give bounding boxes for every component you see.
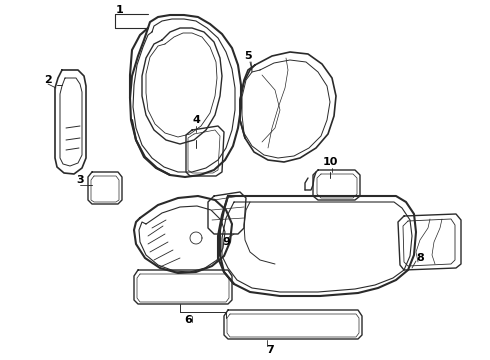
Text: 4: 4 — [192, 115, 200, 125]
Text: 2: 2 — [44, 75, 52, 85]
Text: 7: 7 — [266, 345, 274, 355]
Text: 6: 6 — [184, 315, 192, 325]
Text: 8: 8 — [416, 253, 424, 263]
Text: 10: 10 — [322, 157, 338, 167]
Text: 5: 5 — [244, 51, 252, 61]
Text: 3: 3 — [76, 175, 84, 185]
Text: 9: 9 — [222, 237, 230, 247]
Text: 1: 1 — [116, 5, 124, 15]
